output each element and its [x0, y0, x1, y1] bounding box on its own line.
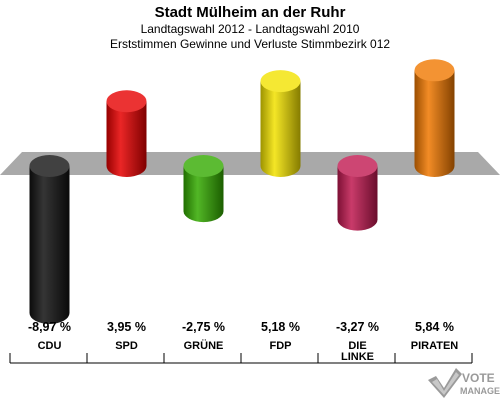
category-label: DIE — [348, 340, 366, 352]
value-label: -3,27 % — [336, 320, 379, 334]
category-label: CDU — [38, 340, 62, 352]
value-label: 5,18 % — [261, 320, 300, 334]
logo-check-icon — [428, 368, 462, 398]
bar-piraten — [414, 59, 455, 177]
bar-bottom-cap — [414, 155, 455, 177]
category-axis — [9, 353, 473, 364]
bar-bottom-cap — [260, 155, 301, 177]
value-label: -2,75 % — [182, 320, 225, 334]
category-label: FDP — [270, 340, 292, 352]
category-label: LINKE — [341, 351, 374, 363]
bar-top-cap — [29, 155, 70, 177]
bar-top-cap — [414, 59, 455, 82]
value-label: 5,84 % — [415, 320, 454, 334]
category-label: GRÜNE — [184, 339, 224, 352]
chart-header: Stadt Mülheim an der Ruhr Landtagswahl 2… — [0, 0, 500, 52]
votemanager-logo: VOTE MANAGER — [428, 368, 500, 398]
bar-fdp — [260, 70, 301, 177]
bar-bottom-cap — [183, 200, 224, 223]
bar-top-cap — [106, 90, 147, 113]
bar-spd — [106, 90, 147, 177]
bar-body — [260, 81, 301, 166]
logo-text: VOTE — [462, 371, 495, 385]
category-label: SPD — [115, 340, 138, 352]
value-label: -8,97 % — [28, 320, 71, 334]
bar-bottom-cap — [106, 155, 147, 177]
bar-bottom-cap — [29, 302, 70, 324]
bar-cdu — [29, 155, 70, 324]
logo-subtext: MANAGER — [460, 386, 500, 396]
bar-grüne — [183, 155, 224, 223]
bar-die-linke — [337, 155, 378, 231]
bar-top-cap — [183, 155, 224, 177]
chart-subtitle-2: Erststimmen Gewinne und Verluste Stimmbe… — [109, 37, 391, 51]
chart-subtitle-1: Landtagswahl 2012 - Landtagswahl 2010 — [140, 22, 360, 36]
bar-body — [414, 70, 455, 166]
value-label: 3,95 % — [107, 320, 146, 334]
bar-body — [29, 166, 70, 313]
category-label: PIRATEN — [411, 340, 459, 352]
bar-top-cap — [337, 155, 378, 177]
bar-top-cap — [260, 70, 301, 93]
bar-bottom-cap — [337, 208, 378, 231]
chart-title: Stadt Mülheim an der Ruhr — [154, 4, 346, 21]
